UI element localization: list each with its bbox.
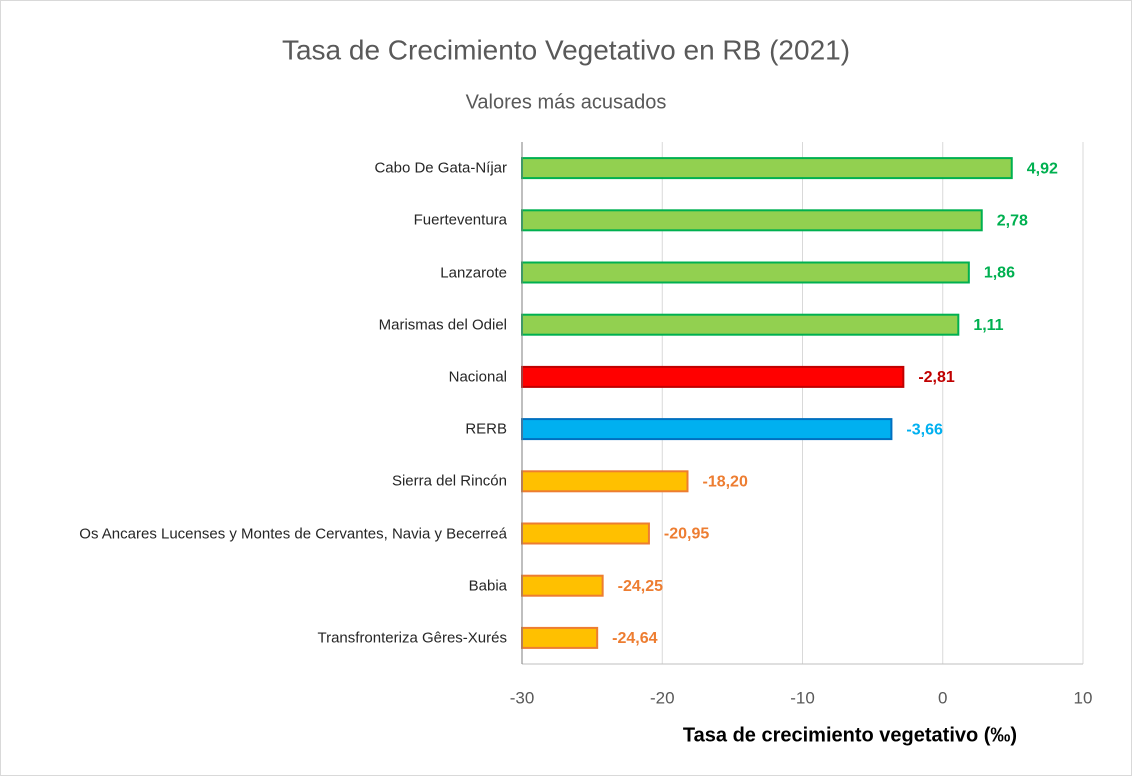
- x-tick-label: 10: [1074, 688, 1093, 707]
- bar: [521, 209, 983, 232]
- y-tick-label: Os Ancares Lucenses y Montes de Cervante…: [79, 525, 507, 542]
- value-label: -18,20: [702, 474, 747, 491]
- bar: [521, 365, 905, 388]
- y-tick-label: Marismas del Odiel: [378, 316, 507, 334]
- x-tick-label: 0: [938, 688, 947, 707]
- bar: [521, 522, 650, 545]
- value-label: 1,86: [984, 265, 1015, 282]
- x-tick-label: -10: [790, 688, 815, 707]
- value-label: 4,92: [1027, 160, 1058, 177]
- y-tick-label: Babia: [468, 577, 507, 595]
- y-tick-label: Lanzarote: [440, 264, 507, 281]
- value-label: -2,81: [918, 369, 955, 386]
- value-label: -24,25: [618, 578, 663, 595]
- x-tick-label: -20: [650, 688, 675, 707]
- value-label: -20,95: [664, 526, 709, 543]
- bar: [521, 574, 604, 597]
- chart-subtitle: Valores más acusados: [466, 91, 667, 113]
- value-label: -3,66: [906, 421, 943, 438]
- value-label: -24,64: [612, 630, 657, 647]
- bar: [521, 261, 970, 284]
- bar: [521, 157, 1013, 180]
- y-tick-label: Nacional: [448, 368, 507, 386]
- value-label: 1,11: [973, 317, 1003, 334]
- y-tick-label: Fuerteventura: [413, 211, 507, 229]
- bar: [521, 470, 689, 493]
- y-tick-label: Sierra del Rincón: [391, 472, 507, 490]
- y-tick-label: RERB: [465, 420, 507, 438]
- bar: [521, 626, 599, 649]
- y-tick-label: Transfronteriza Gêres-Xurés: [317, 629, 507, 647]
- value-label: 2,78: [997, 213, 1028, 230]
- x-tick-label: -30: [510, 688, 535, 707]
- y-tick-label: Cabo De Gata-Níjar: [374, 159, 507, 177]
- x-axis-title: Tasa de crecimiento vegetativo (‰): [683, 724, 1017, 746]
- bar: [521, 313, 960, 336]
- chart-title: Tasa de Crecimiento Vegetativo en RB (20…: [282, 34, 850, 65]
- bar: [521, 418, 893, 441]
